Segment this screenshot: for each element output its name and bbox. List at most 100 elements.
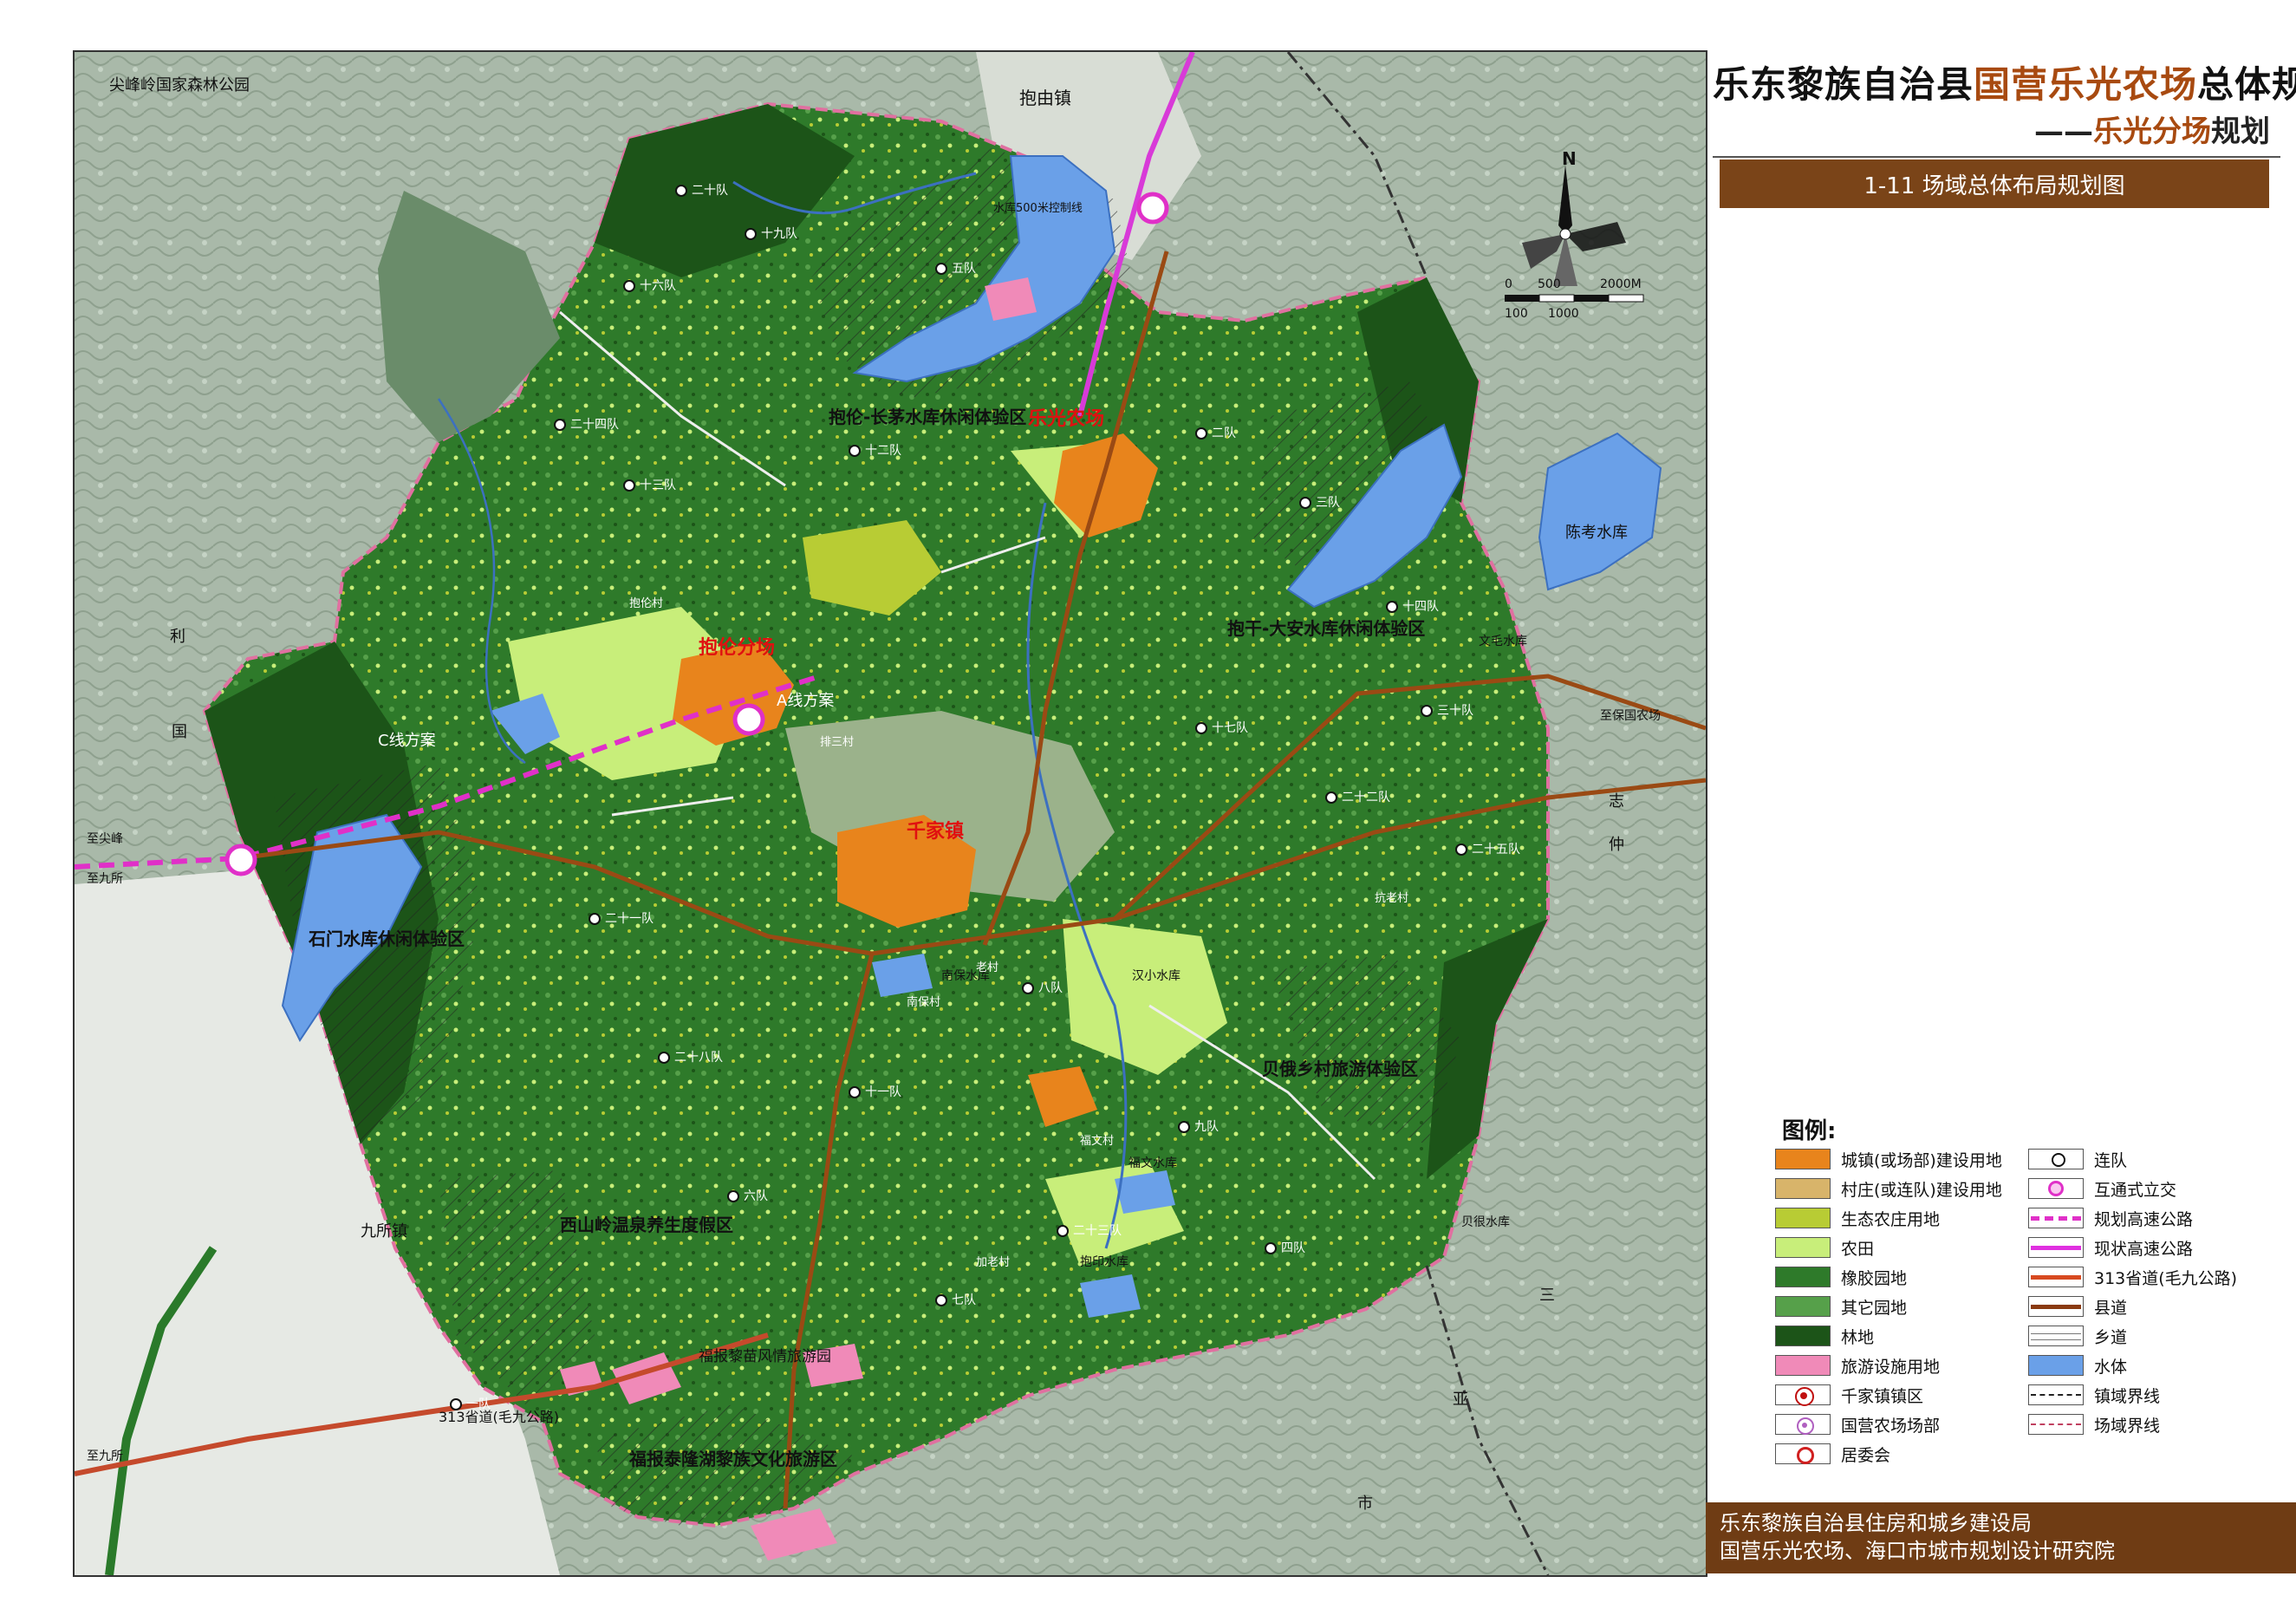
label-zone-beie: 贝俄乡村旅游体验区 [1262,1059,1418,1079]
legend-item-provincial-road: 313省道(毛九公路) [2028,1266,2237,1288]
legend-item-town-symbol: 千家镇镇区 [1775,1384,1923,1406]
legend-label: 县道 [2094,1298,2128,1318]
lake-west [491,694,560,754]
zone-xishan-hatch [439,1170,595,1404]
daan-reservoir [1286,423,1463,609]
legend-label: 场域界线 [2094,1416,2161,1436]
legend-title: 图例: [1782,1118,1837,1144]
legend-label: 乡道 [2094,1327,2128,1347]
label-jiusuo-town: 九所镇 [361,1222,407,1241]
sheet-title: 1-11 场域总体布局规划图 [1863,173,2125,199]
legend-label: 连队 [2094,1150,2128,1170]
title-part-farm: 国营乐光农场 [1974,63,2198,106]
forest-southeast [1427,919,1548,1179]
legend-label: 生态农庄用地 [1841,1209,1941,1229]
subtitle-branch: 乐光分场 [2093,114,2211,149]
label-beilang: 贝很水库 [1461,1215,1510,1229]
scale-bottom-100: 100 [1505,307,1528,321]
expressway-existing-west [105,1246,218,1575]
map-frame: 0 500 2000M 100 1000 N 尖峰岭国家森林公园 抱由镇 乐光农… [73,50,1707,1577]
scale-bar [1505,294,1644,303]
legend-label: 林地 [1841,1327,1875,1347]
village-label: 南保村 [907,995,940,1009]
legend-swatch-township-road [2028,1326,2084,1346]
team-label: 六队 [744,1189,768,1203]
farmland-a [508,607,751,780]
legend-item-interchange: 互通式立交 [2028,1177,2176,1200]
village-label: 抗老村 [1375,892,1408,905]
forest-north [595,104,855,277]
label-to-baoguo: 至保国农场 [1600,709,1661,723]
fubao-town [1028,1066,1097,1127]
fuwen-reservoir [1115,1170,1175,1214]
label-forest-park: 尖峰岭国家森林公园 [109,76,250,94]
team-label: 二队 [1212,427,1236,440]
scale-bottom-1000: 1000 [1548,307,1579,321]
footer-line-2: 国营乐光农场、海口市城市规划设计研究院 [1720,1539,2115,1563]
legend-swatch-rubber [1775,1267,1831,1287]
footer: 乐东黎族自治县住房和城乡建设局 国营乐光农场、海口市城市规划设计研究院 [1706,1502,2296,1573]
legend-swatch-team [2028,1149,2084,1169]
team-markers [450,185,1467,1410]
shimen-reservoir [281,813,423,1042]
legend-item-village: 村庄(或连队)建设用地 [1775,1177,2002,1200]
label-zone-shimen: 石门水库休闲体验区 [308,928,465,949]
north-arrow [1522,165,1626,286]
village-label: 老村 [976,961,998,974]
team-label: 十九队 [761,227,797,241]
leguang-town [1054,433,1158,537]
label-road-313: 313省道(毛九公路) [439,1409,559,1425]
legend-swatch-water [2028,1355,2084,1376]
land-use-map[interactable]: 0 500 2000M 100 1000 N 尖峰岭国家森林公园 抱由镇 乐光农… [75,52,1706,1575]
county-road-c [1113,674,1706,921]
legend-swatch-town [1775,1149,1831,1169]
legend-item-town-boundary: 镇域界线 [2028,1384,2160,1406]
label-chenkao: 陈考水库 [1565,524,1628,542]
label-to-jianfeng: 至尖峰 [87,832,123,846]
team-label: 二十四队 [570,418,619,432]
expressway-planned [75,674,821,870]
legend-label: 城镇(或场部)建设用地 [1841,1150,2002,1170]
team-label: 五队 [952,262,976,276]
village-label: 加老村 [976,1256,1010,1269]
legend-swatch-village [1775,1178,1831,1199]
legend-label: 居委会 [1841,1445,1891,1465]
legend-label: 现状高速公路 [2094,1239,2194,1259]
legend-item-tourism: 旅游设施用地 [1775,1354,1940,1377]
place-label: 亚 [1453,1391,1468,1409]
label-qianjia: 千家镇 [907,820,964,843]
label-zone-baogan: 抱干-大安水库休闲体验区 [1227,618,1425,639]
team-label: 三队 [1316,496,1340,510]
legend-item-town: 城镇(或场部)建设用地 [1775,1148,2002,1170]
coastal-plain [75,867,560,1575]
title-part-county: 乐东黎族自治县 [1713,63,1974,106]
team-label: 二十二队 [1342,791,1390,804]
legend-item-planned-expressway: 规划高速公路 [2028,1207,2193,1229]
team-label: 十七队 [1212,721,1248,735]
expressway-existing [1077,52,1195,417]
legend-item-forest: 林地 [1775,1325,1874,1347]
team-label: 八队 [1038,981,1063,995]
team-label: 二十八队 [674,1051,723,1065]
nanbao-reservoir [872,954,933,997]
legend-label: 村庄(或连队)建设用地 [1841,1180,2002,1200]
legend-swatch-town-symbol [1775,1384,1831,1406]
village-label: 排三村 [820,736,854,749]
legend-label: 镇域界线 [2094,1386,2161,1406]
legend-item-farmland: 农田 [1775,1236,1874,1259]
title-divider [1713,156,2280,158]
scale-top-0: 0 [1505,277,1512,291]
sheet-title-bar: 1-11 场域总体布局规划图 [1720,160,2269,208]
legend-swatch-committee [1775,1443,1831,1464]
legend-swatch-planned-expressway [2028,1208,2084,1228]
team-label: 四队 [1281,1241,1305,1255]
legend-swatch-interchange [2028,1178,2084,1199]
team-label: 二十队 [692,184,728,198]
team-label: 九队 [1194,1120,1219,1134]
label-leguang: 乐光农场 [1028,407,1104,430]
legend-swatch-farmland [1775,1237,1831,1258]
label-route-c: C线方案 [378,732,436,750]
legend-swatch-town-boundary [2028,1384,2084,1405]
place-label: 国 [172,723,187,741]
team-label: 一队 [466,1397,491,1411]
